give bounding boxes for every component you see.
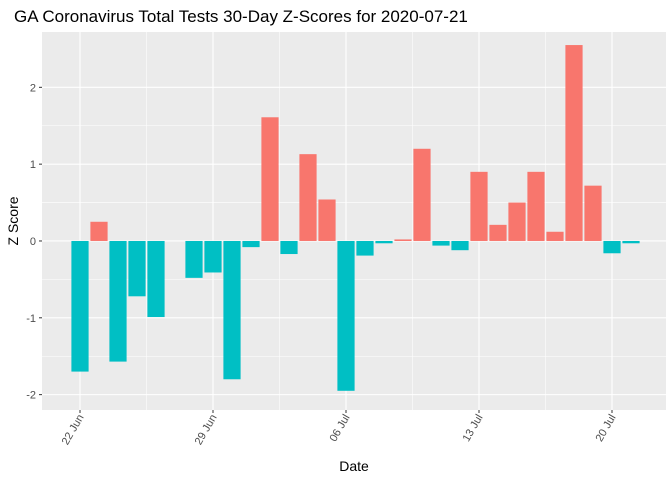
bar [527,171,545,241]
bar [71,240,89,372]
y-axis: -2 -1 0 1 2 [26,82,42,402]
bar [204,240,222,273]
bar [261,117,279,241]
bar [603,240,621,254]
y-tick-label: -1 [26,313,36,325]
chart-title: GA Coronavirus Total Tests 30-Day Z-Scor… [14,7,468,26]
y-tick-label: 2 [30,82,36,94]
bar [90,221,108,241]
bars [71,45,640,391]
y-axis-title: Z Score [5,196,21,245]
bar [489,224,507,241]
x-axis: 22 Jun 29 Jun 06 Jul 13 Jul 20 Jul [60,410,619,447]
bar [337,240,355,391]
x-tick-label: 29 Jun [193,413,220,448]
bar [432,240,450,246]
bar [356,240,374,256]
x-tick-label: 20 Jul [594,413,619,444]
bar [109,240,127,362]
bar [451,240,469,251]
bar [394,239,412,241]
bar [242,240,260,248]
bar [299,154,317,241]
bar [413,148,431,241]
bar [508,202,526,241]
bar [584,185,602,241]
bar [470,171,488,241]
bar [128,240,146,297]
bar [546,231,564,241]
bar [375,240,393,244]
bar [223,240,241,380]
bar [185,240,203,278]
bar [280,240,298,255]
bar [565,45,583,241]
y-tick-label: 1 [30,159,36,171]
bar [318,199,336,241]
y-tick-label: -2 [26,390,36,402]
x-tick-label: 13 Jul [461,413,486,444]
x-tick-label: 06 Jul [328,413,353,444]
y-tick-label: 0 [30,236,36,248]
bar [622,240,640,244]
bar [147,240,165,318]
x-tick-label: 22 Jun [60,413,87,448]
x-axis-title: Date [339,458,369,474]
